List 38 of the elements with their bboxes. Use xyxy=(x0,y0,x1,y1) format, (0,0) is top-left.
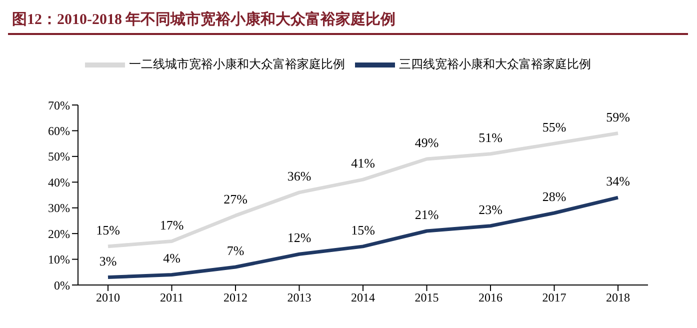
data-label: 55% xyxy=(542,120,566,135)
data-label: 36% xyxy=(287,168,312,184)
data-label: 41% xyxy=(351,156,376,171)
x-tick-label: 2014 xyxy=(351,290,375,305)
y-tick-label: 50% xyxy=(48,150,70,164)
data-label: 15% xyxy=(351,222,376,238)
legend-label: 三四线宽裕小康和大众富裕家庭比例 xyxy=(399,56,591,71)
y-tick-label: 70% xyxy=(48,98,70,112)
y-tick-label: 40% xyxy=(48,175,70,190)
data-label: 17% xyxy=(160,217,184,232)
data-label: 27% xyxy=(224,192,248,207)
chart-title: 图12：2010-2018 年不同城市宽裕小康和大众富裕家庭比例 xyxy=(8,8,688,35)
data-label: 15% xyxy=(96,222,120,238)
data-label: 59% xyxy=(606,109,630,124)
y-tick-label: 30% xyxy=(48,201,70,216)
data-label: 4% xyxy=(163,250,181,266)
x-tick-label: 2012 xyxy=(224,290,248,305)
data-label: 21% xyxy=(414,207,439,222)
y-tick-label: 60% xyxy=(48,124,70,138)
data-label: 3% xyxy=(99,253,117,268)
y-tick-label: 20% xyxy=(48,226,70,241)
data-label: 7% xyxy=(226,243,244,258)
data-label: 12% xyxy=(287,230,312,246)
legend-label: 一二线城市宽裕小康和大众富裕家庭比例 xyxy=(129,56,345,71)
x-tick-label: 2015 xyxy=(414,290,439,305)
x-tick-label: 2013 xyxy=(287,290,312,305)
data-label: 34% xyxy=(606,174,630,189)
data-label: 49% xyxy=(414,135,439,150)
x-tick-label: 2016 xyxy=(478,290,502,305)
data-label: 28% xyxy=(542,189,566,204)
x-tick-label: 2017 xyxy=(542,290,566,305)
x-tick-label: 2010 xyxy=(96,290,120,305)
y-tick-label: 10% xyxy=(48,252,70,267)
x-tick-label: 2011 xyxy=(160,290,184,305)
x-tick-label: 2018 xyxy=(606,290,630,305)
y-tick-label: 0% xyxy=(54,278,70,292)
data-label: 51% xyxy=(478,130,503,145)
data-label: 23% xyxy=(478,202,503,217)
